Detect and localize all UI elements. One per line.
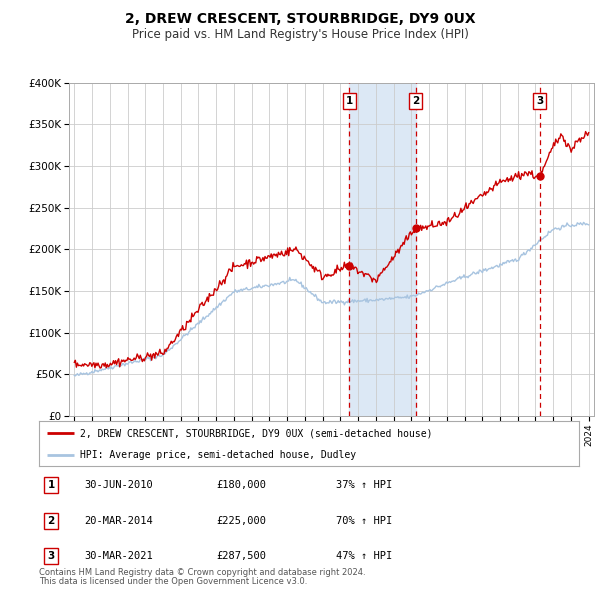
Text: 70% ↑ HPI: 70% ↑ HPI xyxy=(336,516,392,526)
Text: 30-MAR-2021: 30-MAR-2021 xyxy=(84,551,153,561)
Text: £225,000: £225,000 xyxy=(216,516,266,526)
Text: 1: 1 xyxy=(346,96,353,106)
Text: 3: 3 xyxy=(536,96,544,106)
Text: 47% ↑ HPI: 47% ↑ HPI xyxy=(336,551,392,561)
Text: £180,000: £180,000 xyxy=(216,480,266,490)
Text: 3: 3 xyxy=(47,551,55,561)
Text: 20-MAR-2014: 20-MAR-2014 xyxy=(84,516,153,526)
Text: HPI: Average price, semi-detached house, Dudley: HPI: Average price, semi-detached house,… xyxy=(79,450,356,460)
Text: 2: 2 xyxy=(412,96,419,106)
Text: 37% ↑ HPI: 37% ↑ HPI xyxy=(336,480,392,490)
Text: This data is licensed under the Open Government Licence v3.0.: This data is licensed under the Open Gov… xyxy=(39,577,307,586)
Text: £287,500: £287,500 xyxy=(216,551,266,561)
Text: 1: 1 xyxy=(47,480,55,490)
Text: 30-JUN-2010: 30-JUN-2010 xyxy=(84,480,153,490)
Text: 2, DREW CRESCENT, STOURBRIDGE, DY9 0UX (semi-detached house): 2, DREW CRESCENT, STOURBRIDGE, DY9 0UX (… xyxy=(79,428,432,438)
Text: 2, DREW CRESCENT, STOURBRIDGE, DY9 0UX: 2, DREW CRESCENT, STOURBRIDGE, DY9 0UX xyxy=(125,12,475,26)
Text: 2: 2 xyxy=(47,516,55,526)
Text: Price paid vs. HM Land Registry's House Price Index (HPI): Price paid vs. HM Land Registry's House … xyxy=(131,28,469,41)
Text: Contains HM Land Registry data © Crown copyright and database right 2024.: Contains HM Land Registry data © Crown c… xyxy=(39,568,365,577)
Bar xyxy=(349,83,416,416)
